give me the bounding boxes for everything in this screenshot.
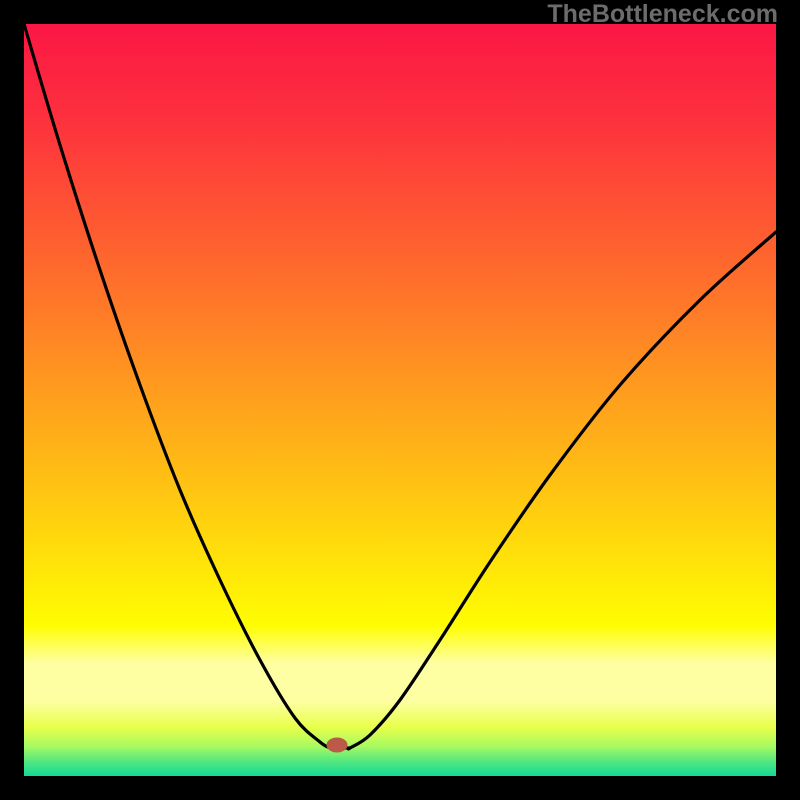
plot-background	[24, 24, 776, 776]
optimal-point-marker	[327, 738, 347, 752]
watermark: TheBottleneck.com	[547, 0, 778, 29]
